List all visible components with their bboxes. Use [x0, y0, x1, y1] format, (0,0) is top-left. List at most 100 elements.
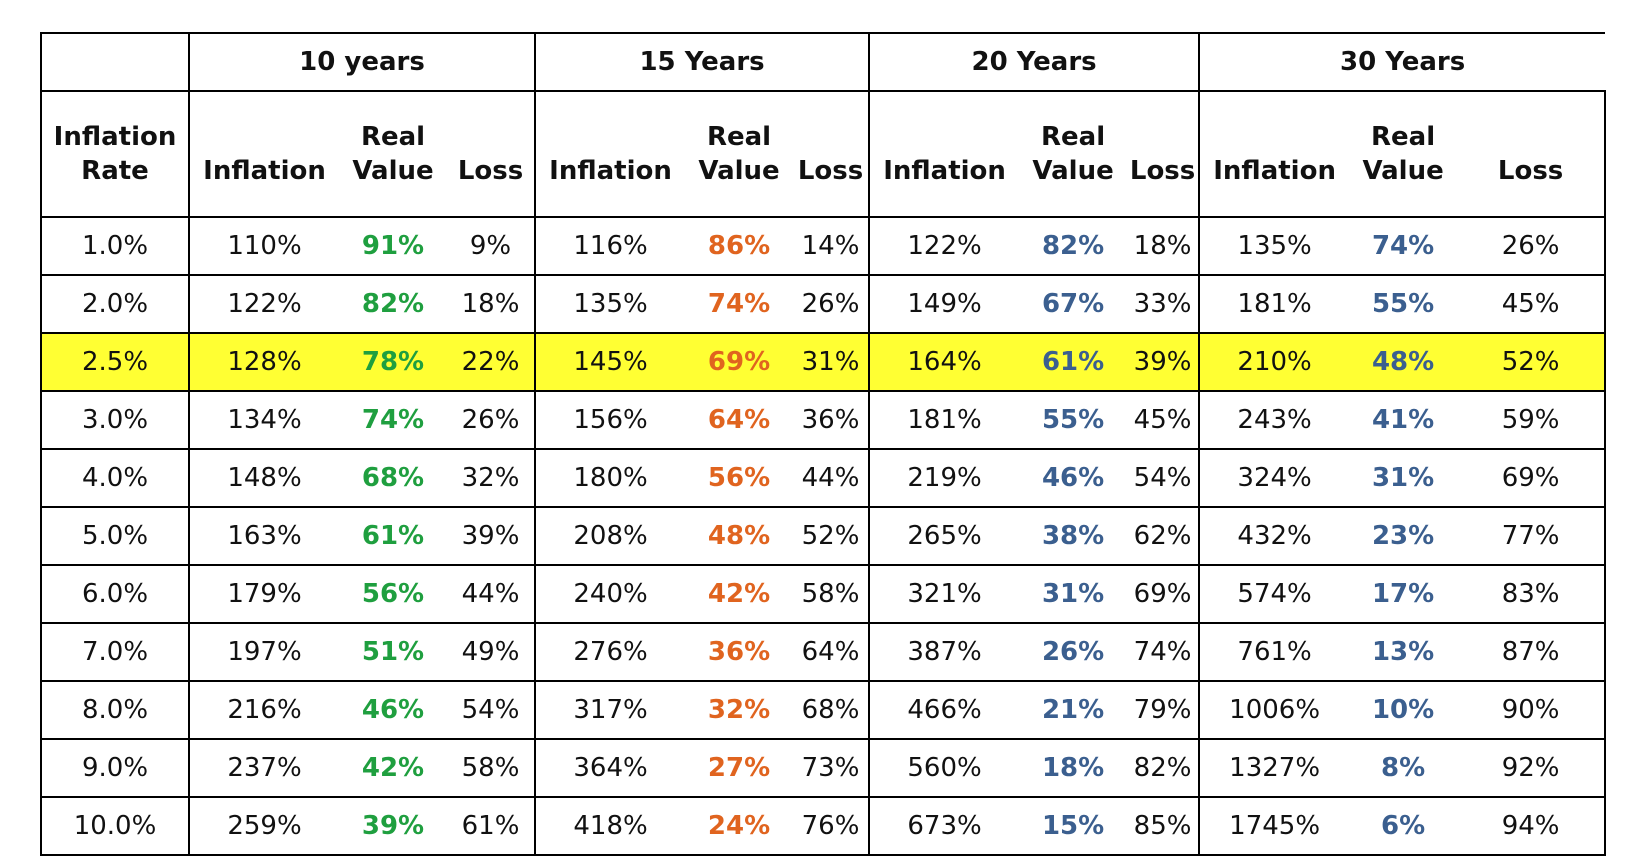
real-value-header-line2: Value [1362, 156, 1444, 186]
group-header-20-years: 20 Years [869, 32, 1201, 92]
loss-cell: 58% [793, 565, 871, 624]
real-value-cell: 42% [339, 739, 447, 798]
real-value-cell: 6% [1349, 797, 1458, 856]
inflation-cell: 216% [189, 681, 339, 740]
inflation-cell: 208% [535, 507, 686, 566]
real-value-cell: 86% [685, 217, 794, 276]
inflation-rate-cell: 9.0% [40, 739, 190, 798]
inflation-cell: 110% [189, 217, 339, 276]
inflation-rate-header-line1: Inflation [53, 122, 177, 152]
real-value-cell: 15% [1019, 797, 1128, 856]
real-value-header-line2: Value [698, 156, 780, 186]
loss-cell: 87% [1457, 623, 1607, 682]
loss-cell: 74% [1127, 623, 1201, 682]
inflation-cell: 148% [189, 449, 339, 508]
table-row: 7.0% 197% 51% 49% 276% 36% 64% 387% 26% 74% 761% 13… [40, 623, 1607, 682]
real-value-cell: 74% [339, 391, 447, 450]
inflation-cell: 210% [1199, 333, 1350, 392]
inflation-cell: 387% [869, 623, 1020, 682]
loss-cell: 39% [447, 507, 537, 566]
real-value-cell: 17% [1349, 565, 1458, 624]
real-value-cell: 41% [1349, 391, 1458, 450]
real-value-cell: 78% [339, 333, 447, 392]
inflation-cell: 673% [869, 797, 1020, 856]
loss-cell: 85% [1127, 797, 1201, 856]
loss-cell: 77% [1457, 507, 1607, 566]
corner-header [40, 32, 190, 92]
loss-cell: 76% [793, 797, 871, 856]
real-value-cell: 51% [339, 623, 447, 682]
sub-header-row: Inflation Rate Inflation Real Value Loss Inf… [40, 91, 1607, 218]
real-value-cell: 32% [685, 681, 794, 740]
loss-cell: 45% [1127, 391, 1201, 450]
inflation-header-20-years: Inflation [869, 91, 1020, 218]
real-value-cell: 61% [1019, 333, 1128, 392]
table-row: 3.0% 134% 74% 26% 156% 64% 36% 181% 55% 45% 243% 41… [40, 391, 1607, 450]
real-value-header-30-years: Real Value [1349, 91, 1458, 218]
inflation-rate-cell: 7.0% [40, 623, 190, 682]
loss-cell: 33% [1127, 275, 1201, 334]
real-value-cell: 24% [685, 797, 794, 856]
inflation-rate-cell: 10.0% [40, 797, 190, 856]
inflation-cell: 432% [1199, 507, 1350, 566]
inflation-cell: 181% [869, 391, 1020, 450]
inflation-cell: 135% [535, 275, 686, 334]
real-value-header-20-years: Real Value [1019, 91, 1128, 218]
inflation-cell: 122% [869, 217, 1020, 276]
real-value-cell: 18% [1019, 739, 1128, 798]
real-value-cell: 69% [685, 333, 794, 392]
inflation-cell: 761% [1199, 623, 1350, 682]
real-value-cell: 23% [1349, 507, 1458, 566]
real-value-cell: 27% [685, 739, 794, 798]
loss-cell: 44% [447, 565, 537, 624]
inflation-cell: 243% [1199, 391, 1350, 450]
real-value-cell: 55% [1349, 275, 1458, 334]
inflation-cell: 237% [189, 739, 339, 798]
inflation-cell: 574% [1199, 565, 1350, 624]
loss-cell: 54% [447, 681, 537, 740]
inflation-cell: 164% [869, 333, 1020, 392]
loss-cell: 64% [793, 623, 871, 682]
real-value-cell: 46% [339, 681, 447, 740]
loss-cell: 69% [1457, 449, 1607, 508]
loss-cell: 39% [1127, 333, 1201, 392]
real-value-cell: 26% [1019, 623, 1128, 682]
real-value-cell: 48% [685, 507, 794, 566]
inflation-cell: 134% [189, 391, 339, 450]
table-row: 10.0% 259% 39% 61% 418% 24% 76% 673% 15% 85% 1745%… [40, 797, 1607, 856]
real-value-cell: 31% [1349, 449, 1458, 508]
loss-cell: 68% [793, 681, 871, 740]
loss-cell: 44% [793, 449, 871, 508]
loss-header-10-years: Loss [447, 91, 537, 218]
real-value-header-line1: Real [706, 122, 772, 152]
loss-cell: 52% [1457, 333, 1607, 392]
table-row: 1.0% 110% 91% 9% 116% 86% 14% 122% 82% 18% 135% 74%… [40, 217, 1607, 276]
inflation-rate-cell: 4.0% [40, 449, 190, 508]
real-value-cell: 82% [339, 275, 447, 334]
loss-cell: 54% [1127, 449, 1201, 508]
inflation-cell: 179% [189, 565, 339, 624]
group-header-15-years: 15 Years [535, 32, 871, 92]
inflation-cell: 219% [869, 449, 1020, 508]
inflation-table-container: 10 years 15 Years 20 Years 30 Years Infl… [40, 32, 1607, 856]
inflation-cell: 324% [1199, 449, 1350, 508]
real-value-header-line1: Real [360, 122, 426, 152]
table-row: 9.0% 237% 42% 58% 364% 27% 73% 560% 18% 82% 1327% 8… [40, 739, 1607, 798]
inflation-cell: 321% [869, 565, 1020, 624]
inflation-table: 10 years 15 Years 20 Years 30 Years Infl… [40, 32, 1607, 856]
inflation-cell: 145% [535, 333, 686, 392]
loss-cell: 31% [793, 333, 871, 392]
loss-cell: 49% [447, 623, 537, 682]
inflation-cell: 197% [189, 623, 339, 682]
inflation-rate-cell: 6.0% [40, 565, 190, 624]
loss-cell: 59% [1457, 391, 1607, 450]
real-value-cell: 82% [1019, 217, 1128, 276]
inflation-cell: 1006% [1199, 681, 1350, 740]
real-value-cell: 56% [685, 449, 794, 508]
real-value-cell: 31% [1019, 565, 1128, 624]
table-row: 4.0% 148% 68% 32% 180% 56% 44% 219% 46% 54% 324% 31… [40, 449, 1607, 508]
loss-cell: 79% [1127, 681, 1201, 740]
inflation-cell: 240% [535, 565, 686, 624]
inflation-header-10-years: Inflation [189, 91, 339, 218]
inflation-rate-header: Inflation Rate [40, 91, 190, 218]
